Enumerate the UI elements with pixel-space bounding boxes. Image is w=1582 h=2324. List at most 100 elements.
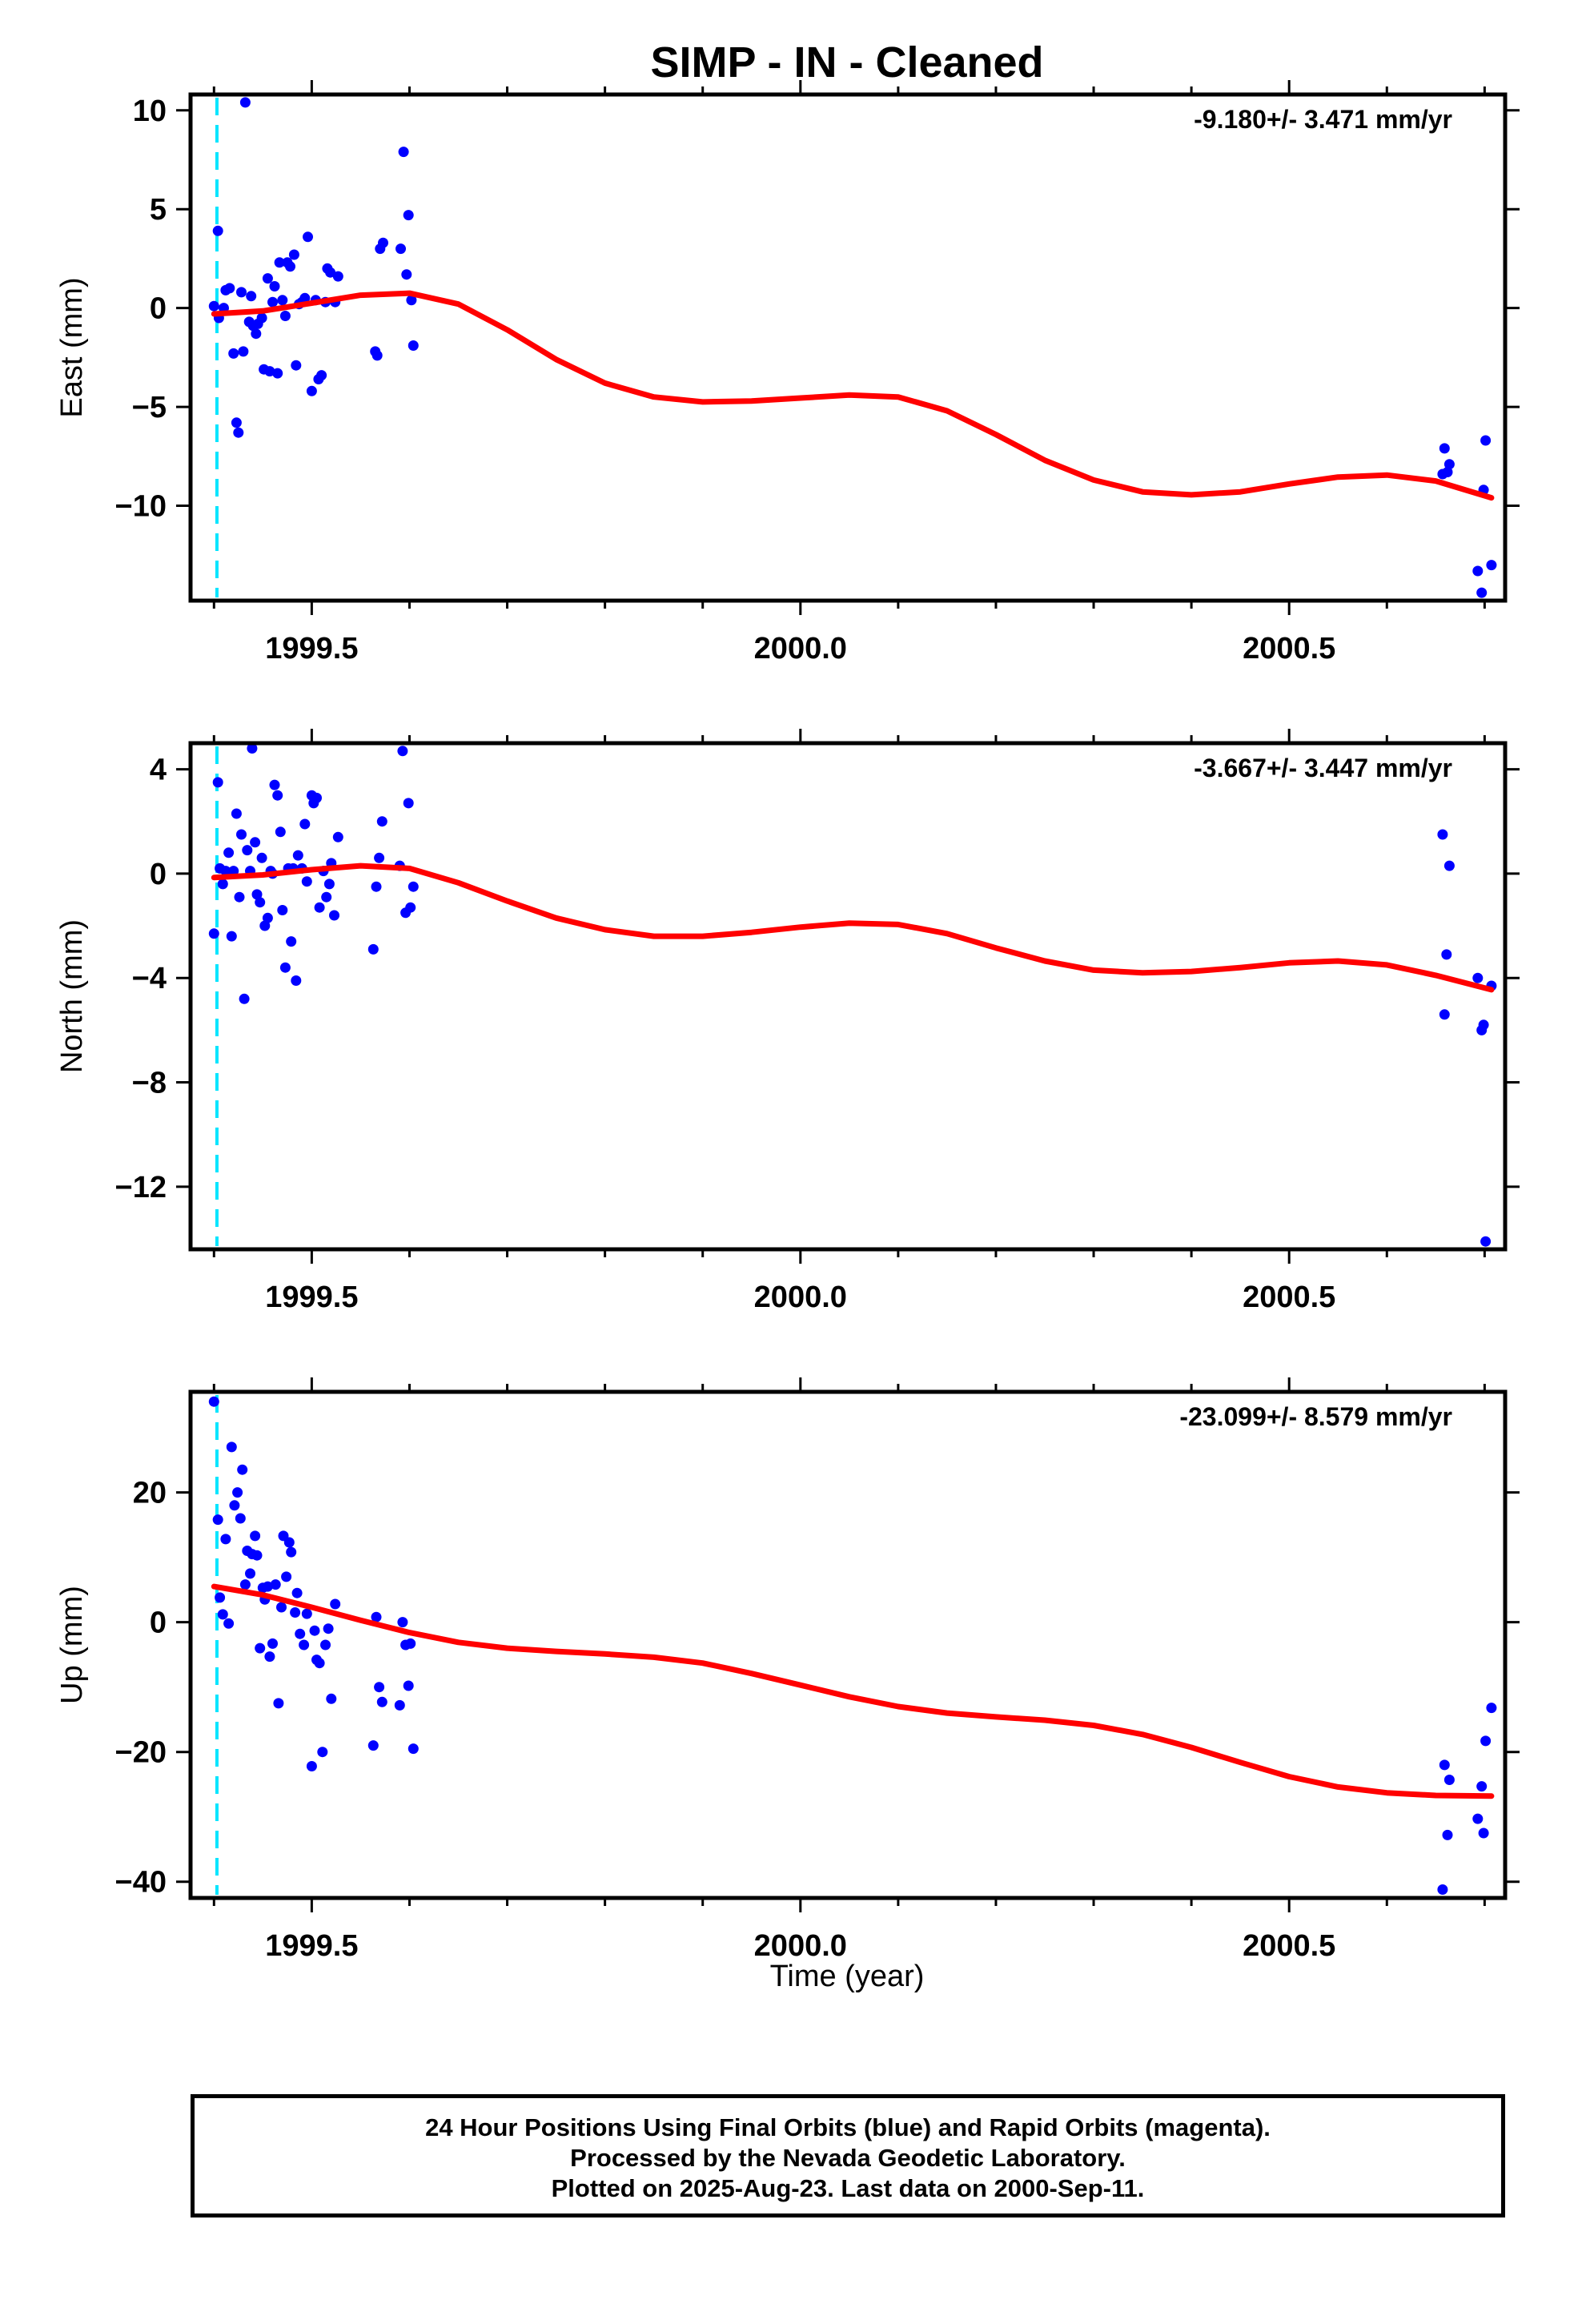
data-point [273,1698,284,1709]
y-tick-label: −12 [115,1171,167,1204]
x-tick-label: 2000.0 [754,632,847,665]
data-point [320,1639,331,1651]
data-point [245,1568,255,1579]
data-point [1443,860,1455,871]
data-point [234,891,245,903]
data-point [1480,1236,1492,1247]
plot-frame [188,1389,1508,1900]
data-point [267,296,278,308]
y-tick-label: 5 [150,193,167,227]
data-point [275,826,286,838]
y-axis-label: East (mm) [55,277,89,417]
panel-up: 1999.5 2000.0 2000.5 20 0 −20 −40 Up (mm) -23.09… [55,1377,1520,1963]
data-point [232,1487,243,1498]
data-point [367,943,379,955]
x-axis-label: Time (year) [770,1960,925,1993]
data-point [231,417,242,428]
data-point [269,779,280,790]
data-point [1486,1703,1497,1714]
data-point [264,366,275,377]
data-point [329,910,339,921]
data-point [250,837,261,848]
data-point [277,905,288,915]
data-point [239,993,250,1004]
data-point [291,975,302,986]
data-point [272,790,283,801]
data-point [405,902,416,913]
data-point [279,962,291,973]
data-points [208,1396,1497,1895]
data-point [303,231,313,243]
data-point [1478,1019,1489,1031]
data-point [220,1534,231,1545]
data-point [1478,1827,1489,1839]
data-point [255,897,266,908]
data-point [1437,829,1448,840]
data-point [285,261,295,272]
data-point [217,879,228,890]
data-point [267,1638,278,1649]
panels: 1999.5 2000.0 2000.5 10 5 0 −5 −10 East (mm) -9.1… [55,80,1520,1963]
data-point [262,912,273,923]
y-tick-label: −10 [115,490,167,524]
data-point [236,829,247,840]
data-points [208,743,1497,1247]
data-point [212,225,223,236]
y-axis-label: Up (mm) [55,1586,89,1704]
data-point [374,1682,385,1693]
data-point [1441,949,1452,960]
y-tick-label: −20 [115,1736,167,1770]
data-point [408,340,419,351]
data-point [396,243,406,255]
y-tick-label: −5 [132,391,167,424]
y-tick-label: −40 [115,1866,167,1900]
data-point [251,1550,263,1561]
data-point [291,1587,303,1598]
data-point [239,1579,251,1590]
data-point [1476,587,1488,598]
data-point [1439,443,1450,454]
data-point [290,1607,301,1618]
data-point [276,1602,287,1613]
data-point [1476,1781,1488,1792]
data-point [295,1628,306,1639]
x-tick-label: 2000.0 [754,1929,847,1963]
x-tick-label: 2000.5 [1243,1281,1335,1314]
data-point [270,1579,281,1590]
data-point [226,1441,237,1453]
panel-north: 1999.5 2000.0 2000.5 4 0 −4 −8 −12 North (mm) -3.… [55,729,1520,1314]
data-point [306,385,317,396]
data-point [316,370,327,381]
data-point [401,269,412,280]
x-tick-label: 2000.5 [1243,632,1335,665]
y-tick-label: 10 [133,94,167,128]
data-point [299,1639,310,1651]
data-point [317,1747,328,1758]
data-point [256,312,267,324]
data-point [292,850,303,861]
data-point [224,283,235,294]
data-point [326,1693,337,1704]
data-point [330,1598,341,1610]
x-tick-label: 1999.5 [265,1929,358,1963]
data-point [1472,565,1484,577]
data-point [233,427,244,438]
data-point [1486,560,1497,571]
data-point [314,902,325,913]
data-point [212,1514,223,1526]
data-point [288,249,299,260]
data-point [256,852,267,863]
data-point [311,792,322,803]
y-tick-label: 0 [150,292,167,326]
data-point [376,816,387,827]
data-point [325,267,336,278]
data-point [246,291,257,302]
data-point [408,1743,419,1755]
data-point [1443,459,1455,470]
x-tick-label: 2000.5 [1243,1929,1335,1963]
x-tick-label: 1999.5 [265,1281,358,1314]
y-tick-label: 20 [133,1477,167,1510]
y-axis-label: North (mm) [55,919,89,1073]
footer-line-2: Processed by the Nevada Geodetic Laborat… [570,2144,1126,2172]
data-point [286,936,297,947]
